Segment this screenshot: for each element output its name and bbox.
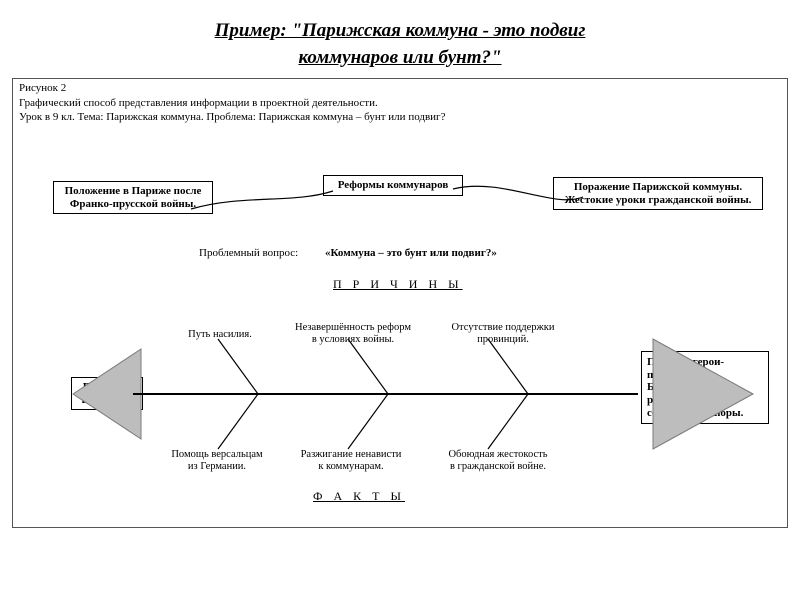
cause-bot-3: Обоюдная жестокостьв гражданской войне. — [433, 449, 563, 472]
cause-top-3: Отсутствие поддержкипровинций. — [443, 322, 563, 345]
title-line2: коммунаров или бунт?" — [298, 47, 501, 68]
fishbone-tail-box: Причинывосстания — [71, 377, 143, 410]
cause-bot-2: Разжигание ненавистик коммунарам. — [291, 449, 411, 472]
page-title: Пример: "Парижская коммуна - это подвиг … — [0, 0, 800, 77]
question-label: Проблемный вопрос: — [199, 247, 298, 259]
figure-label: Рисунок 2 — [19, 82, 66, 94]
diagram-frame: Рисунок 2 Графический способ представлен… — [12, 78, 788, 528]
title-line1: Пример: "Парижская коммуна - это подвиг — [215, 20, 586, 41]
timeline-box-1: Положение в Париже послеФранко-прусской … — [53, 181, 213, 214]
figure-caption-l1: Графический способ представления информа… — [19, 97, 378, 109]
cause-bot-1: Помощь версальцамиз Германии. — [161, 449, 273, 472]
cause-top-1: Путь насилия. — [175, 329, 265, 341]
timeline-box-3: Поражение Парижской коммуны.Жестокие уро… — [553, 177, 763, 210]
figure-caption-l2: Урок в 9 кл. Тема: Парижская коммуна. Пр… — [19, 111, 445, 123]
section-causes: П Р И Ч И Н Ы — [333, 277, 463, 292]
timeline-box-2: Реформы коммунаров — [323, 175, 463, 196]
section-facts: Ф А К Т Ы — [313, 489, 405, 504]
question-text: «Коммуна – это бунт или подвиг?» — [325, 247, 497, 259]
figure-caption: Графический способ представления информа… — [19, 97, 445, 125]
cause-top-2: Незавершённость реформв условиях войны. — [283, 322, 423, 345]
fishbone-head-box: Подвиг - герои-патриоты!Бунт - одинокиер… — [641, 351, 769, 424]
